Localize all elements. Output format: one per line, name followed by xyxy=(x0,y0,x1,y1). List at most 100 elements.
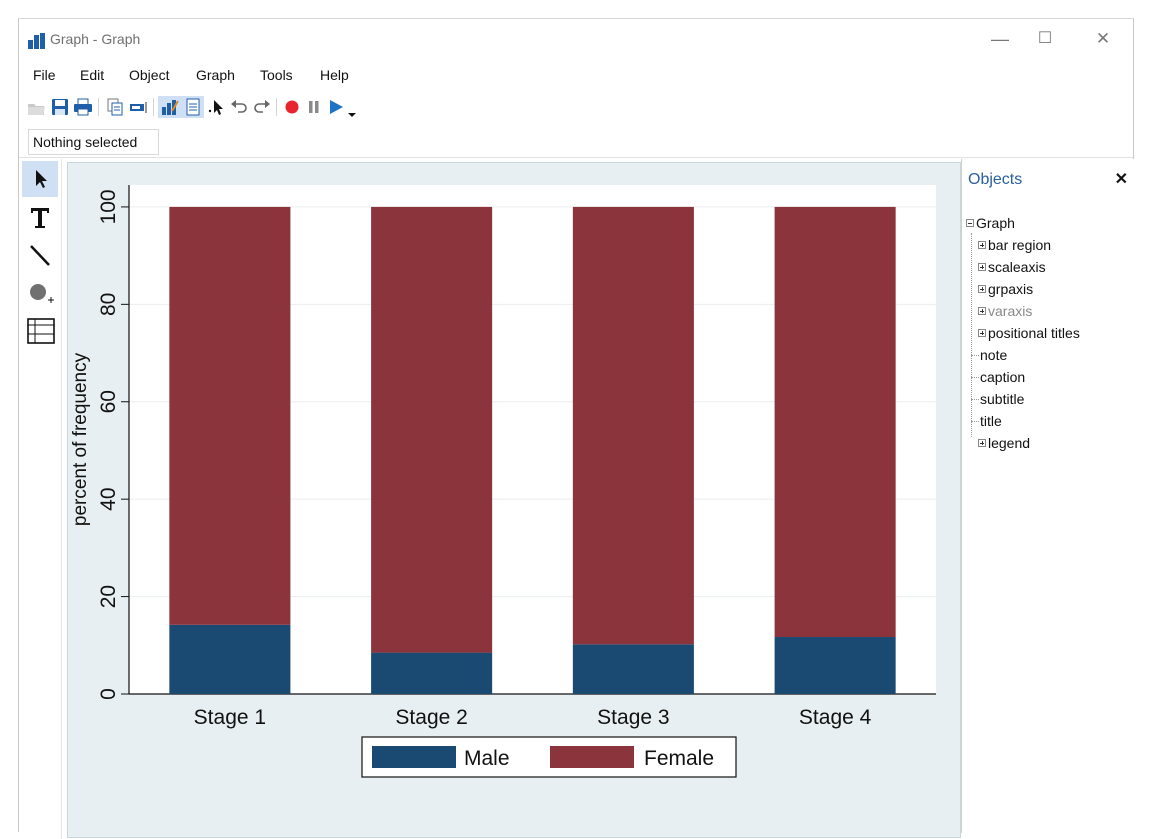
tree-item-label: bar region xyxy=(988,237,1052,253)
tree-item-legend[interactable]: legend xyxy=(978,435,1030,451)
toolbar-divider xyxy=(19,157,1133,158)
copy-icon[interactable] xyxy=(104,96,126,118)
pointer-icon[interactable] xyxy=(206,96,228,118)
toolbar-separator xyxy=(98,98,99,116)
tree-branch xyxy=(971,377,979,378)
tree-branch xyxy=(971,421,979,422)
grid-tool[interactable] xyxy=(22,313,58,349)
record-icon[interactable] xyxy=(281,96,303,118)
expand-icon[interactable] xyxy=(978,263,986,271)
tree-item-grpaxis[interactable]: grpaxis xyxy=(978,281,1033,297)
tree-connector xyxy=(971,233,972,437)
graph-editor-window: Graph - Graph — ☐ ✕ File Edit Object Gra… xyxy=(18,18,1136,839)
graph-editor-icon[interactable] xyxy=(158,96,182,118)
y-axis-title: percent of frequency xyxy=(70,352,91,526)
save-icon[interactable] xyxy=(49,96,71,118)
y-tick-label: 80 xyxy=(97,293,120,316)
tree-item-caption[interactable]: caption xyxy=(971,369,1026,385)
y-tick-label: 60 xyxy=(97,390,120,413)
expand-icon[interactable] xyxy=(978,439,986,447)
y-tick-label: 20 xyxy=(97,585,120,608)
tree-item-label: grpaxis xyxy=(988,281,1034,297)
legend-key-female xyxy=(550,746,634,768)
toolbar-separator xyxy=(153,98,154,116)
expand-icon[interactable] xyxy=(978,307,986,315)
tree-item-label: title xyxy=(980,413,1002,429)
tree-branch xyxy=(971,355,979,356)
menu-tools[interactable]: Tools xyxy=(260,67,293,83)
maximize-button[interactable]: ☐ xyxy=(1037,30,1053,47)
text-tool[interactable] xyxy=(22,199,58,235)
dropdown-icon[interactable] xyxy=(346,96,358,118)
graph-canvas[interactable]: 0 20 40 60 80 100 percent of frequency Stage 1 S… xyxy=(67,162,961,838)
bar-female-stage-2 xyxy=(371,206,493,653)
expand-icon[interactable] xyxy=(978,241,986,249)
menu-file[interactable]: File xyxy=(33,67,56,83)
bar-female-stage-4 xyxy=(774,206,896,638)
stacked-bar-chart[interactable]: 0 20 40 60 80 100 percent of frequency Stage 1 S… xyxy=(68,163,962,839)
expand-icon[interactable] xyxy=(978,285,986,293)
stata-graph-app-icon xyxy=(28,33,46,49)
collapse-icon[interactable] xyxy=(966,219,974,227)
x-tick-label: Stage 3 xyxy=(597,706,669,729)
redo-icon[interactable] xyxy=(251,96,273,118)
toolbar-separator xyxy=(276,98,277,116)
bar-male-stage-1 xyxy=(169,624,291,694)
y-tick-label: 100 xyxy=(97,189,120,224)
menu-object[interactable]: Object xyxy=(129,67,170,83)
legend-label-female: Female xyxy=(644,747,714,770)
objects-panel: Objects ✕ Graph bar region scaleaxis grpaxi… xyxy=(961,159,1136,833)
x-tick-label: Stage 4 xyxy=(799,706,872,729)
tree-item-label: subtitle xyxy=(980,391,1025,407)
tools-palette xyxy=(19,159,62,839)
data-editor-icon[interactable] xyxy=(182,96,204,118)
undo-icon[interactable] xyxy=(228,96,250,118)
tree-item-scaleaxis[interactable]: scaleaxis xyxy=(978,259,1046,275)
tree-item-note[interactable]: note xyxy=(971,347,1008,363)
tree-item-varaxis[interactable]: varaxis xyxy=(978,303,1032,319)
print-icon[interactable] xyxy=(72,96,94,118)
tree-item-label: legend xyxy=(988,435,1031,451)
tree-item-label: caption xyxy=(980,369,1026,385)
x-tick-label: Stage 1 xyxy=(194,706,266,729)
tree-item-label: note xyxy=(980,347,1008,363)
minimize-button[interactable]: — xyxy=(991,29,1009,49)
bar-male-stage-4 xyxy=(774,637,896,694)
tree-item-Graph[interactable]: Graph xyxy=(966,215,1015,231)
bar-male-stage-3 xyxy=(572,644,694,694)
rename-icon[interactable] xyxy=(128,96,150,118)
marker-tool[interactable] xyxy=(22,275,58,311)
tree-item-subtitle[interactable]: subtitle xyxy=(971,391,1025,407)
tree-item-label: positional titles xyxy=(988,325,1080,341)
menu-edit[interactable]: Edit xyxy=(80,67,105,83)
close-window-button[interactable]: ✕ xyxy=(1095,29,1111,48)
expand-icon[interactable] xyxy=(978,329,986,337)
title-bar: Graph - Graph — ☐ ✕ xyxy=(19,19,1133,61)
x-tick-label: Stage 2 xyxy=(395,706,467,729)
open-icon[interactable] xyxy=(25,96,47,118)
bar-male-stage-2 xyxy=(371,652,493,694)
selection-status: Nothing selected xyxy=(28,129,159,155)
bar-female-stage-1 xyxy=(169,206,291,625)
pointer-tool[interactable] xyxy=(22,161,58,197)
tree-item-label: scaleaxis xyxy=(988,259,1046,275)
close-objects-panel-button[interactable]: ✕ xyxy=(1114,171,1128,188)
tree-item-label: varaxis xyxy=(988,303,1033,319)
menu-bar: File Edit Object Graph Tools Help xyxy=(19,65,1133,87)
legend-key-male xyxy=(372,746,456,768)
menu-help[interactable]: Help xyxy=(320,67,349,83)
y-tick-label: 0 xyxy=(97,688,120,700)
line-tool[interactable] xyxy=(22,237,58,273)
tree-item-positional-titles[interactable]: positional titles xyxy=(978,325,1080,341)
pause-icon[interactable] xyxy=(303,96,325,118)
bar-female-stage-3 xyxy=(572,206,694,645)
tree-item-bar-region[interactable]: bar region xyxy=(978,237,1051,253)
tree-item-title[interactable]: title xyxy=(971,413,1002,429)
legend-label-male: Male xyxy=(464,747,510,770)
toolbar xyxy=(19,93,439,123)
play-icon[interactable] xyxy=(325,96,347,118)
objects-panel-title: Objects xyxy=(968,171,1023,188)
menu-graph[interactable]: Graph xyxy=(196,67,235,83)
tree-branch xyxy=(971,399,979,400)
y-tick-label: 40 xyxy=(97,487,120,510)
